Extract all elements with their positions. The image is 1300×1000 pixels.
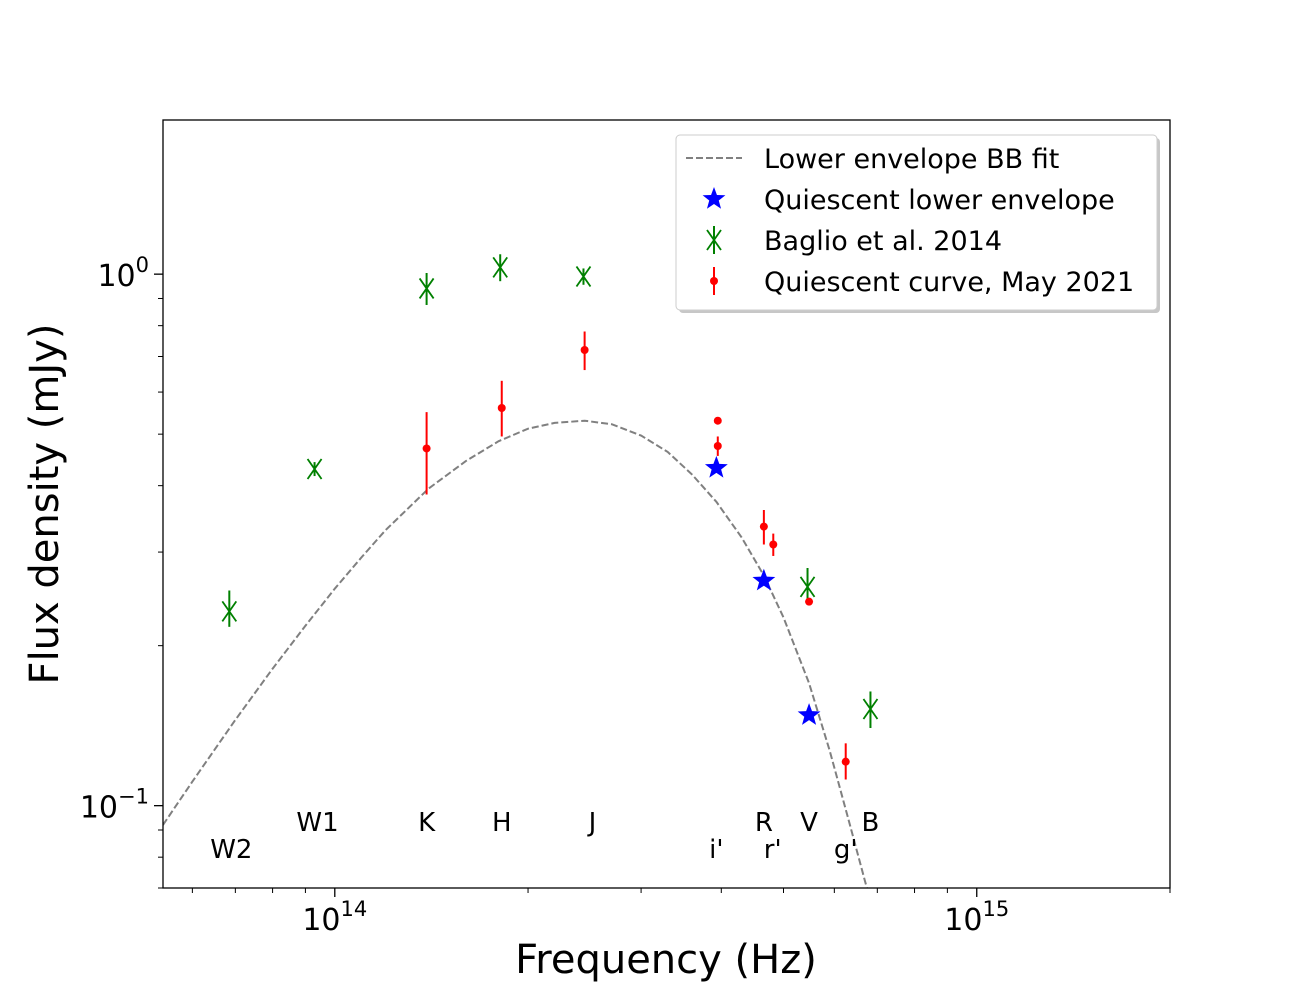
- legend-marker: [710, 277, 718, 285]
- may2021-point: [713, 416, 722, 425]
- lower-envelope-point: [704, 455, 728, 478]
- band-label: B: [862, 808, 880, 838]
- may2021-point: [759, 522, 768, 531]
- y-tick-label: 100: [97, 253, 149, 294]
- may2021-point: [805, 597, 814, 606]
- band-label: J: [587, 808, 597, 838]
- y-tick-label: 10−1: [80, 785, 149, 826]
- baglio-point: [418, 277, 435, 299]
- x-axis-title: Frequency (Hz): [515, 937, 817, 983]
- band-label: g': [834, 835, 858, 865]
- legend-box: [675, 134, 1158, 311]
- band-label: V: [800, 808, 818, 838]
- legend-label: Baglio et al. 2014: [764, 226, 1002, 257]
- baglio-point: [799, 576, 816, 598]
- plot-frame: [162, 119, 1171, 889]
- may2021-point: [713, 441, 722, 450]
- legend-marker: [706, 229, 722, 251]
- legend: Lower envelope BB fit Quiescent lower env…: [675, 134, 1160, 313]
- baglio-point: [221, 600, 238, 622]
- legend-label: Quiescent lower envelope: [764, 185, 1115, 216]
- band-label: H: [492, 808, 512, 838]
- baglio-point: [575, 265, 592, 287]
- lower-envelope-point: [797, 703, 821, 725]
- band-label: K: [418, 808, 436, 838]
- band-label: W2: [210, 835, 252, 865]
- may2021-point: [841, 757, 850, 766]
- may2021-point: [580, 345, 589, 354]
- x-tick-label: 1014: [302, 897, 367, 938]
- baglio-point: [862, 698, 879, 720]
- band-label: R: [755, 808, 773, 838]
- bb-fit-curve: [163, 419, 868, 888]
- legend-label: Quiescent curve, May 2021: [764, 267, 1134, 298]
- x-tick-label: 1015: [944, 897, 1009, 938]
- legend-marker: [702, 187, 726, 209]
- band-label: i': [709, 835, 723, 865]
- baglio-point: [306, 458, 323, 480]
- may2021-point: [422, 444, 431, 453]
- lower-envelope-point: [752, 568, 776, 591]
- legend-label: Lower envelope BB fit: [764, 144, 1059, 175]
- y-axis-title: Flux density (mJy): [22, 324, 68, 685]
- band-label: r': [764, 835, 782, 865]
- may2021-point: [497, 403, 506, 412]
- band-label: W1: [296, 808, 338, 838]
- may2021-point: [769, 540, 778, 549]
- baglio-point: [492, 256, 508, 278]
